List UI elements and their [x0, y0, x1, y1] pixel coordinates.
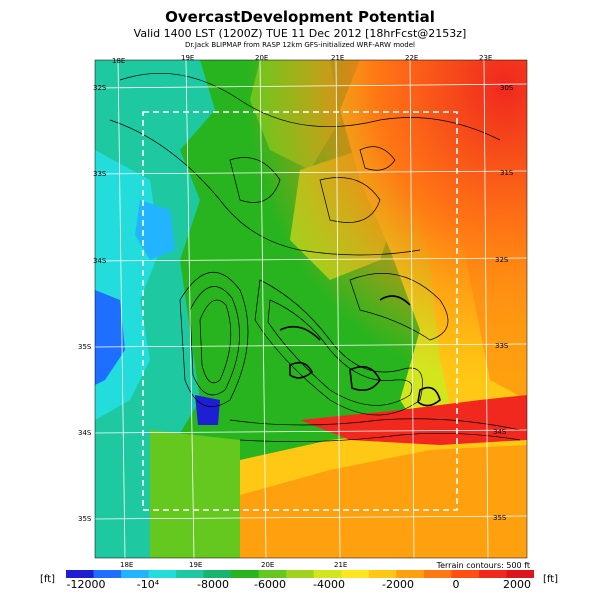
bottom-lon-label: 18E	[120, 561, 134, 569]
colorbar	[66, 570, 534, 578]
colorbar-tick-label: -12000	[66, 578, 106, 591]
left-lat-label: 35S	[78, 515, 92, 523]
top-lon-label: 23E	[479, 54, 493, 62]
colorbar-swatch	[506, 570, 534, 578]
right-lat-label: 30S	[500, 84, 514, 92]
colorbar-swatch	[341, 570, 370, 578]
left-lat-label: 35S	[78, 343, 92, 351]
colorbar-swatch	[66, 570, 95, 578]
colorbar-swatch	[93, 570, 122, 578]
colorbar-tick-label: -4000	[313, 578, 345, 591]
colorbar-tick-label: -6000	[254, 578, 286, 591]
map-subtitle: Valid 1400 LST (1200Z) TUE 11 Dec 2012 […	[133, 27, 467, 40]
colorbar-swatch	[313, 570, 342, 578]
colorbar-swatch	[286, 570, 315, 578]
left-lat-label: 32S	[93, 84, 107, 92]
colorbar-unit-left: [ft]	[40, 574, 56, 585]
bottom-lon-label: 19E	[189, 561, 203, 569]
bottom-lon-label: 20E	[261, 561, 275, 569]
map-title: OvercastDevelopment Potential	[165, 8, 435, 26]
colorbar-swatch	[368, 570, 397, 578]
left-lat-label: 34S	[78, 429, 92, 437]
colorbar-swatch	[176, 570, 205, 578]
top-lon-label: 20E	[255, 54, 269, 62]
left-lat-label: 33S	[93, 170, 107, 178]
top-lon-label: 21E	[331, 54, 345, 62]
terrain-contour-note: Terrain contours: 500 ft	[436, 561, 530, 570]
colorbar-swatch	[231, 570, 260, 578]
colorbar-tick-label: 0	[452, 578, 460, 591]
right-lat-label: 34S	[493, 428, 507, 436]
right-lat-label: 35S	[493, 514, 507, 522]
colorbar-swatch	[478, 570, 507, 578]
colorbar-swatch	[203, 570, 232, 578]
right-lat-label: 33S	[495, 342, 509, 350]
bottom-lon-label: 21E	[334, 561, 348, 569]
colorbar-swatch	[451, 570, 480, 578]
colorbar-swatch	[423, 570, 452, 578]
map-field	[95, 60, 527, 558]
colorbar-tick-label: -10⁴	[136, 578, 160, 591]
colorbar-tick-label: -8000	[197, 578, 229, 591]
colorbar-swatch	[396, 570, 425, 578]
colorbar-swatch	[121, 570, 150, 578]
right-lat-label: 31S	[500, 169, 514, 177]
colorbar-tick-label: -2000	[382, 578, 414, 591]
colorbar-swatch	[258, 570, 287, 578]
left-lat-label: 34S	[93, 257, 107, 265]
right-lat-label: 32S	[495, 256, 509, 264]
colorbar-tick-label: 2000	[503, 578, 531, 591]
top-lon-label: 19E	[181, 54, 195, 62]
map-source-line: Dr.Jack BLIPMAP from RASP 12km GFS-initi…	[184, 41, 415, 49]
colorbar-swatch	[148, 570, 177, 578]
colorbar-unit-right: [ft]	[543, 574, 559, 585]
top-lon-label: 18E	[112, 57, 126, 65]
top-lon-label: 22E	[405, 54, 419, 62]
